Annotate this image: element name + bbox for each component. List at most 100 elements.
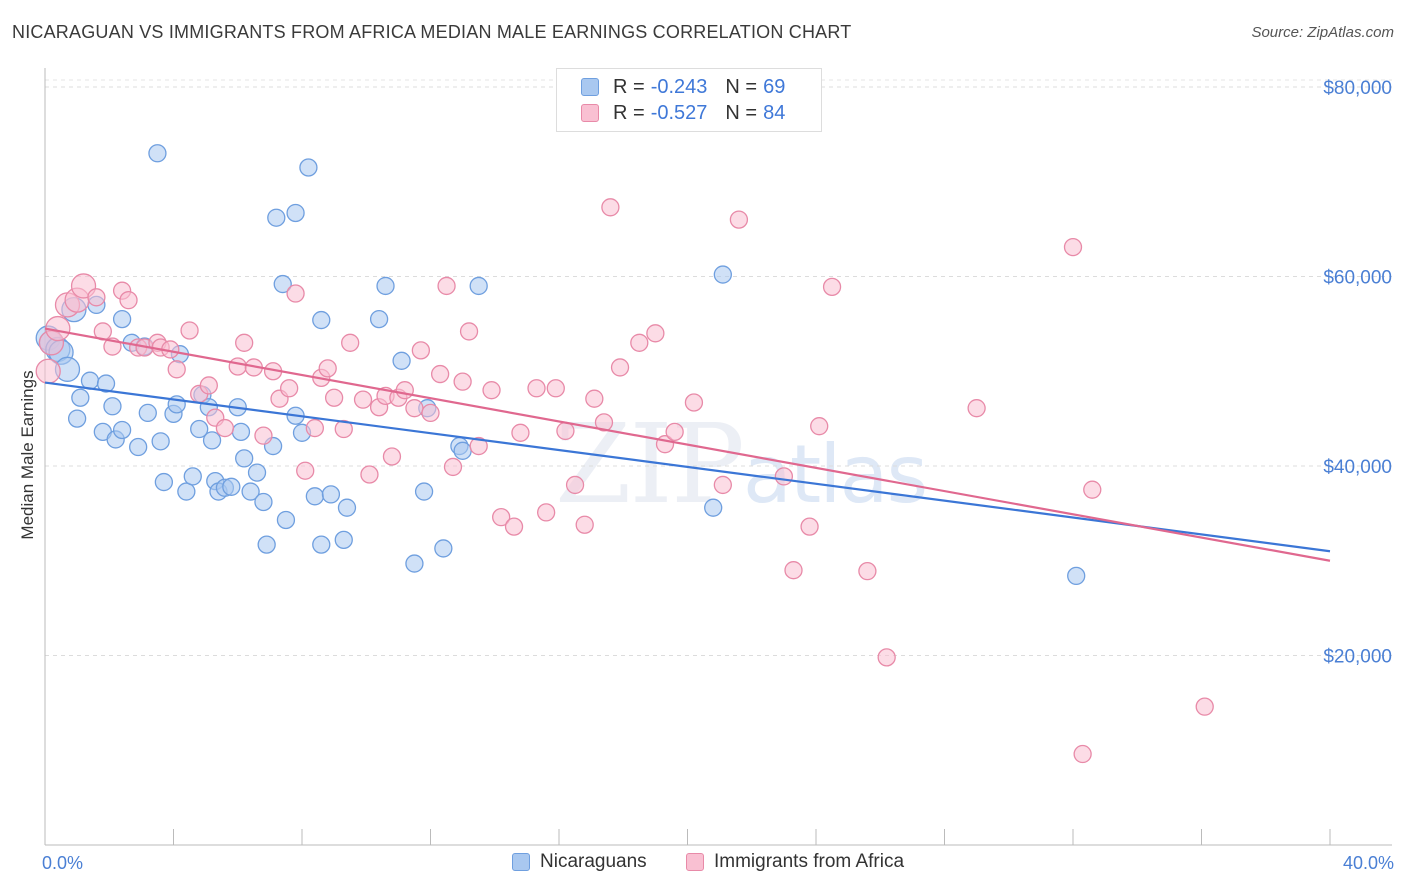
africa-point [334,419,353,439]
legend-r-label: R = [613,75,645,98]
nicaraguans-point [334,530,353,550]
chart-title: NICARAGUAN VS IMMIGRANTS FROM AFRICA MED… [12,22,852,42]
legend-row-africa: R = -0.527 N = 84 [581,101,785,125]
africa-point [443,457,463,477]
africa-point [324,388,344,407]
africa-point [565,475,585,495]
nicaraguans-point [112,309,132,329]
africa-point [430,364,450,384]
series-legend-africa[interactable]: Immigrants from Africa [686,851,904,873]
nicaraguans-point [414,482,434,501]
y-tick-label: $80,000 [1323,78,1392,99]
nicaraguans-point [138,403,157,423]
africa-point [774,467,794,486]
nicaraguans-point [469,276,488,296]
series-legend: Nicaraguans Immigrants from Africa [0,851,1406,879]
africa-point [411,341,431,360]
africa-point [858,562,877,581]
nicaraguans-point [190,419,209,439]
africa-point [341,333,360,352]
africa-point [575,515,594,534]
africa-point [1083,480,1102,499]
africa-point [254,426,273,445]
africa-point [469,436,488,456]
axes [44,68,1392,846]
nicaraguans-point [369,309,389,329]
africa-point [877,648,896,667]
africa-point [527,379,546,398]
nicaraguans-point [222,477,241,496]
nicaraguans-point [1067,566,1086,586]
legend-r-label: R = [613,101,645,124]
africa-point [713,475,732,495]
africa-point [215,418,235,438]
africa-point [353,390,373,409]
africa-point [967,399,986,418]
nicaraguans-point [254,492,273,512]
africa-point [665,422,684,442]
africa-trend-line [44,327,1331,562]
x-tick-label: 0.0% [42,853,83,873]
legend-swatch-africa [581,104,599,122]
nicaraguans-point [312,535,331,554]
africa-point [279,379,299,398]
africa-point [556,421,575,441]
nicaraguans-point [312,310,331,330]
africa-point [594,413,614,432]
nicaraguans-point [231,422,251,442]
africa-point [511,423,530,442]
nicaraguans-point [235,449,254,468]
africa-point [537,503,556,522]
series-label-africa: Immigrants from Africa [714,851,905,872]
nicaraguans-point [305,487,325,506]
nicaraguans-point [273,274,292,294]
nicaraguans-point [148,144,167,163]
africa-point [453,372,472,391]
africa-point [504,517,524,536]
nicaraguans-point [151,432,170,451]
nicaraguans-point [713,265,732,284]
series-swatch-africa [686,853,704,871]
y-tick-label: $20,000 [1323,646,1392,667]
y-axis-title: Median Male Earnings [18,370,37,539]
africa-point [421,403,440,423]
africa-point [729,210,749,229]
nicaraguans-point [103,397,122,416]
nicaraguans-point [276,510,296,530]
chart-source: Source: ZipAtlas.com [1251,24,1394,41]
nicaraguans-point [453,441,472,460]
legend-r-value: -0.527 [650,101,708,124]
africa-point [610,358,630,377]
africa-point [167,360,186,379]
africa-point [305,418,325,438]
africa-point [459,322,479,341]
legend-n-label: N = [725,75,758,98]
africa-point [119,291,138,310]
x-tick-label: 40.0% [1343,853,1394,873]
africa-point [492,507,511,527]
africa-point [646,324,665,343]
africa-point [35,358,61,384]
africa-point [1063,237,1083,257]
legend-row-nicaraguans: R = -0.243 N = 69 [581,75,785,99]
africa-point [585,389,604,408]
series-label-nicaraguans: Nicaraguans [540,851,647,872]
nicaraguans-point [96,374,116,393]
watermark-atlas: atlas [742,428,928,521]
nicaraguans-point [286,203,305,223]
series-swatch-nicaraguans [512,853,530,871]
nicaraguans-point [112,420,132,440]
nicaraguans-point [247,463,267,482]
africa-point [405,399,424,418]
series-legend-nicaraguans[interactable]: Nicaraguans [512,851,647,873]
nicaraguans-point [392,351,411,370]
africa-point [684,393,704,412]
nicaraguans-point [257,535,276,554]
nicaraguans-point [299,158,318,177]
nicaraguans-point [71,388,90,407]
africa-point [296,461,315,480]
africa-point [482,381,501,400]
legend-swatch-nicaraguans [581,78,599,96]
nicaraguans-point [129,437,148,457]
africa-point [784,561,803,580]
